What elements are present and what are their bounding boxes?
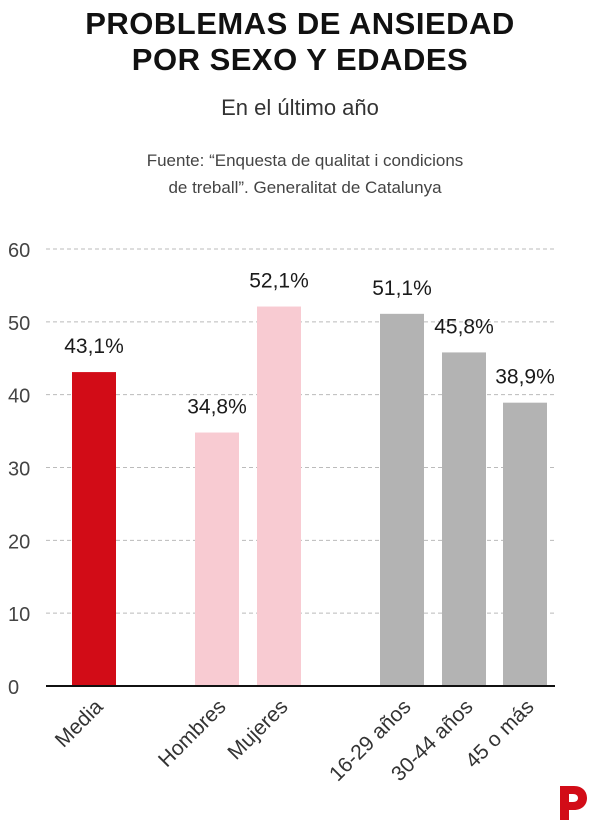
y-tick-label: 0 [8,677,19,699]
title-line-1: PROBLEMAS DE ANSIEDAD [85,6,515,41]
bar-5 [442,352,486,686]
data-label: 51,1% [372,277,432,300]
data-label: 52,1% [249,270,309,293]
x-tick-label: Hombres [154,695,231,772]
data-label: 34,8% [187,396,247,419]
chart-source: Fuente: “Enquesta de qualitat i condicio… [0,147,600,201]
data-label: 43,1% [64,335,124,358]
bar-2 [195,432,239,686]
x-tick-label: Media [51,695,108,752]
data-label: 45,8% [434,315,494,338]
bar-3 [257,306,301,686]
bar-6 [503,402,547,686]
y-tick-label: 60 [8,240,30,262]
source-line-1: Fuente: “Enquesta de qualitat i condicio… [146,151,464,170]
source-line-2: de treball”. Generalitat de Catalunya [168,178,442,197]
bar-1 [72,372,116,686]
y-tick-label: 10 [8,604,30,626]
y-tick-label: 50 [8,313,30,335]
chart-subtitle: En el último año [221,95,379,120]
y-tick-label: 20 [8,531,30,553]
x-tick-label: Mujeres [223,695,292,764]
bar-4 [380,313,424,686]
y-tick-label: 30 [8,459,30,481]
chart-title: PROBLEMAS DE ANSIEDAD POR SEXO Y EDADES [0,6,600,78]
y-tick-label: 40 [8,386,30,408]
data-label: 38,9% [495,366,555,389]
brand-p-icon [560,786,587,820]
title-line-2: POR SEXO Y EDADES [131,42,469,77]
